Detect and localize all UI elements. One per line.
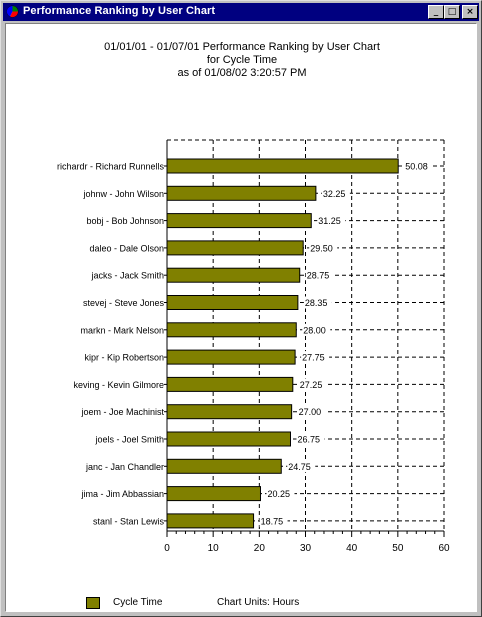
- x-tick-label: 20: [254, 543, 266, 554]
- bar: [166, 267, 301, 283]
- data-label: 20.25: [267, 489, 290, 499]
- data-label-background: [302, 323, 331, 336]
- data-label: 24.75: [288, 462, 311, 472]
- data-label-background: [309, 241, 338, 254]
- x-tick-label: 40: [346, 543, 358, 554]
- minimize-button[interactable]: _: [428, 5, 444, 19]
- data-label-background: [266, 487, 295, 500]
- x-tick-label: 30: [300, 543, 312, 554]
- maximize-icon: □: [447, 7, 457, 17]
- category-label: kipr - Kip Robertson: [84, 353, 164, 363]
- category-label: markn - Mark Nelson: [80, 325, 164, 335]
- data-label-background: [303, 296, 332, 309]
- chart-units: Chart Units: Hours: [217, 597, 300, 608]
- app-icon: [6, 5, 19, 18]
- category-label: joem - Joe Machinist: [80, 407, 164, 417]
- bar: [166, 486, 261, 502]
- data-label-background: [321, 187, 350, 200]
- chart-subtitle: for Cycle Time: [206, 54, 278, 66]
- category-label: jima - Jim Abbassian: [80, 489, 164, 499]
- data-label: 28.75: [307, 271, 330, 281]
- data-label-background: [296, 433, 325, 445]
- bar: [166, 431, 291, 447]
- data-label: 28.35: [305, 298, 328, 308]
- window-title: Performance Ranking by User Chart: [23, 5, 216, 17]
- data-label: 50.08: [405, 162, 428, 172]
- data-label: 28.00: [303, 325, 326, 335]
- category-label: joels - Joel Smith: [94, 435, 164, 445]
- data-label-background: [259, 514, 288, 527]
- bar: [166, 322, 297, 338]
- data-label-background: [305, 269, 334, 282]
- chart-timestamp: as of 01/08/02 3:20:57 PM: [177, 67, 307, 79]
- bar: [166, 295, 299, 310]
- category-label: daleo - Dale Olson: [89, 243, 164, 253]
- data-label-background: [298, 378, 327, 391]
- data-label: 27.00: [299, 407, 322, 417]
- data-label: 18.75: [261, 516, 284, 526]
- category-label: keving - Kevin Gilmore: [73, 380, 164, 390]
- bar: [166, 376, 294, 392]
- legend-label: Cycle Time: [113, 597, 163, 608]
- chart-title: 01/01/01 - 01/07/01 Performance Ranking …: [104, 41, 380, 53]
- data-label-background: [297, 405, 326, 418]
- x-tick-label: 50: [392, 543, 404, 554]
- bar-chart: richardr - Richard Runnells 50.08 johnw - …: [57, 139, 450, 554]
- category-label: jacks - Jack Smith: [90, 271, 164, 281]
- bar: [166, 513, 255, 529]
- maximize-button[interactable]: □: [444, 5, 460, 19]
- category-label: janc - Jan Chandler: [85, 462, 164, 472]
- category-label: bobj - Bob Johnson: [86, 216, 164, 226]
- minimize-icon: _: [433, 7, 439, 17]
- bar: [166, 158, 399, 174]
- bar: [166, 458, 282, 474]
- close-button[interactable]: ×: [462, 5, 478, 19]
- legend-swatch: [86, 597, 100, 609]
- x-tick-label: 0: [164, 543, 170, 554]
- category-label: johnw - John Wilson: [82, 189, 164, 199]
- bar: [166, 404, 293, 420]
- bar: [166, 349, 296, 365]
- category-label: stanl - Stan Lewis: [93, 516, 165, 526]
- data-label-background: [404, 160, 433, 172]
- data-label-background: [301, 351, 330, 364]
- x-tick-label: 60: [438, 543, 450, 554]
- data-label: 26.75: [297, 435, 320, 445]
- x-tick-label: 10: [208, 543, 220, 554]
- bar: [166, 213, 312, 229]
- data-label-background: [317, 214, 346, 227]
- data-label: 29.50: [310, 243, 333, 253]
- category-label: richardr - Richard Runnells: [57, 162, 165, 172]
- close-icon: ×: [466, 7, 474, 17]
- category-label: stevej - Steve Jones: [83, 298, 165, 308]
- bar: [166, 240, 304, 256]
- title-bar[interactable]: Performance Ranking by User Chart _ □ ×: [3, 3, 479, 21]
- data-label: 31.25: [318, 216, 341, 226]
- data-label: 27.25: [300, 380, 323, 390]
- data-label: 27.75: [302, 353, 325, 363]
- data-label-background: [287, 460, 316, 473]
- chart-area: 01/01/01 - 01/07/01 Performance Ranking …: [5, 23, 477, 612]
- data-label: 32.25: [323, 189, 346, 199]
- bar: [166, 185, 317, 201]
